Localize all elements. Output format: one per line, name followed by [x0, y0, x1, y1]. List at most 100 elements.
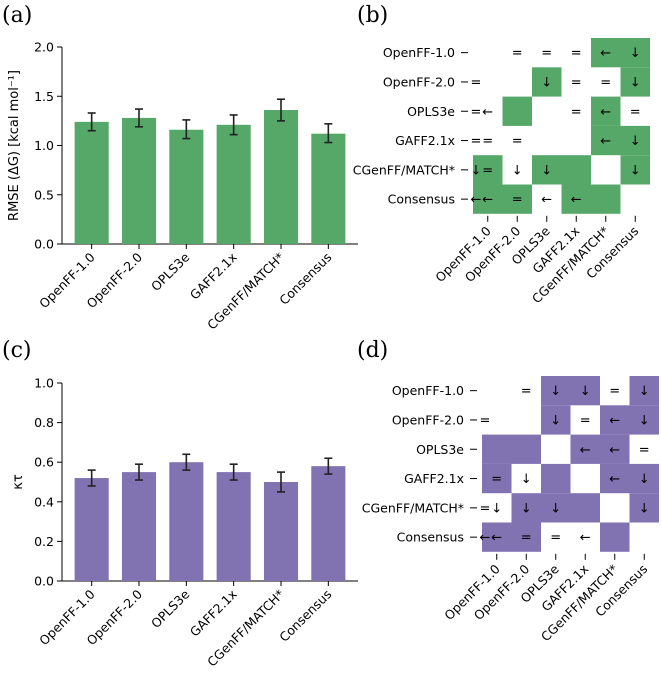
matrix-cell-symbol: ←: [480, 531, 491, 546]
matrix-cell-symbol: =: [512, 134, 523, 149]
row-label: OPLS3e: [416, 442, 464, 457]
panel-a: (a) 0.0 0.5 1.0 1.5 2.0 RMSE (ΔG) [kcal mol⁻¹]…: [2, 3, 358, 332]
matrix-cell-symbol: =: [471, 75, 482, 90]
matrix-cell-symbol: =: [639, 443, 650, 458]
bar: [263, 110, 299, 244]
bar: [311, 133, 346, 244]
matrix-cell-symbol: ↓: [639, 384, 650, 399]
y-tick-label: 0.5: [34, 187, 54, 202]
y-tick-label: 0.0: [34, 574, 54, 589]
matrix-cell-shaded: [591, 184, 621, 214]
matrix-cell-shaded: [629, 405, 659, 435]
matrix-cell-symbol: =: [541, 46, 552, 61]
matrix-cell-shaded: [600, 434, 630, 464]
x-tick-label: OPLS3e: [148, 249, 193, 294]
matrix-cell-symbol: ←: [491, 531, 502, 546]
y-tick-label: 1.0: [34, 138, 54, 153]
row-label: Consensus: [397, 530, 464, 545]
matrix-cell-shaded: [591, 38, 621, 68]
bar: [74, 121, 109, 244]
matrix-cell-shaded: [532, 67, 562, 97]
matrix-cell-shaded: [511, 434, 541, 464]
matrix-cell-symbol: =: [550, 531, 561, 546]
matrix-cell-symbol: =: [482, 163, 493, 178]
matrix-cell-shaded: [482, 463, 512, 494]
matrix-cell-shaded: [532, 155, 562, 185]
matrix-cell-symbol: ←: [482, 193, 493, 208]
matrix-cell-symbol: ↓: [580, 384, 591, 399]
matrix-cell-symbol: ←: [482, 105, 493, 120]
matrix-cell-symbol: =: [521, 384, 532, 399]
matrix-cell-shaded: [541, 493, 571, 523]
matrix-cell-shaded: [482, 522, 512, 552]
matrix-cell-shaded: [502, 96, 532, 126]
matrix-cell-symbol: ←: [600, 46, 611, 61]
matrix-cell-shaded: [541, 405, 571, 435]
matrix-cell-symbol: =: [482, 134, 493, 149]
matrix-cell-symbol: ↓: [512, 163, 523, 178]
matrix-cell-symbol: ←: [541, 193, 552, 208]
matrix-cell-symbol: =: [609, 384, 620, 399]
matrix-cell-symbol: ↓: [639, 501, 650, 516]
matrix-cell-shaded: [561, 184, 591, 214]
matrix-cell-symbol: ↓: [630, 75, 641, 90]
bar: [121, 472, 157, 581]
matrix-cell-symbol: ↓: [550, 501, 561, 516]
matrix-cell-symbol: ↓: [639, 472, 650, 487]
y-axis-label: RMSE (ΔG) [kcal mol⁻¹]: [7, 70, 22, 221]
bar: [74, 478, 109, 581]
matrix-cell-shaded: [600, 405, 630, 435]
matrix-cell-symbol: ↓: [550, 384, 561, 399]
matrix-cell-shaded: [600, 463, 630, 494]
matrix-cell-shaded: [591, 125, 621, 156]
matrix-cell-shaded: [541, 376, 571, 406]
matrix-cell-symbol: =: [471, 134, 482, 149]
y-tick-label: 0.6: [34, 455, 54, 470]
matrix-cell-shaded: [620, 155, 650, 185]
panel-label: (c): [2, 338, 32, 363]
matrix-cell-symbol: ←: [580, 443, 591, 458]
matrix-cell-shaded: [629, 376, 659, 406]
matrix-cell-symbol: =: [471, 105, 482, 120]
matrix-cell-symbol: =: [571, 75, 582, 90]
matrix-cell-symbol: ←: [600, 134, 611, 149]
matrix-cell-symbol: ↓: [630, 134, 641, 149]
row-label: CGenFF/MATCH*: [362, 500, 464, 515]
bar: [216, 124, 251, 244]
row-label: OpenFF-1.0: [383, 45, 455, 60]
matrix-cell-shaded: [473, 184, 503, 214]
matrix-cell-symbol: ↓: [491, 501, 502, 516]
row-label: GAFF2.1x: [395, 133, 455, 148]
y-tick-label: 2.0: [34, 40, 54, 55]
matrix-cell-symbol: ←: [609, 413, 620, 428]
matrix-cell-symbol: ←: [609, 472, 620, 487]
matrix-cell-shaded: [570, 434, 600, 464]
matrix-cell-symbol: ↓: [550, 413, 561, 428]
matrix-cell-symbol: ↓: [630, 46, 641, 61]
bar: [311, 466, 346, 581]
matrix-cell-symbol: =: [600, 75, 611, 90]
panel-b: (b) OpenFF-1.0 OpenFF-2.0 OPLS3e GAFF2.1x CGe…: [353, 3, 650, 306]
matrix-cell-symbol: =: [580, 413, 591, 428]
row-label: OpenFF-1.0: [392, 383, 464, 398]
row-label: GAFF2.1x: [404, 471, 464, 486]
matrix-cell-shaded: [629, 493, 659, 523]
matrix-cell-symbol: ←: [580, 531, 591, 546]
matrix-cell-symbol: ←: [571, 193, 582, 208]
panel-c: (c)0.00.20.40.60.81.0κτOpenFF-1.0OpenFF-…: [2, 338, 358, 669]
matrix-cell-shaded: [482, 434, 512, 464]
bar: [121, 117, 157, 244]
y-tick-label: 0.8: [34, 415, 54, 430]
panel-label: (d): [357, 338, 388, 363]
bar: [169, 462, 204, 581]
panel-d: (d) OpenFF-1.0 OpenFF-2.0 OPLS3e GAFF2.1x CGe…: [357, 338, 659, 644]
matrix-cell-symbol: =: [512, 46, 523, 61]
matrix-cell-shaded: [511, 522, 541, 552]
row-label: OpenFF-2.0: [392, 412, 464, 427]
matrix-cell-symbol: ↓: [541, 75, 552, 90]
matrix-cell-symbol: ↓: [521, 501, 532, 516]
bar: [263, 482, 299, 581]
matrix-cell-symbol: ←: [600, 105, 611, 120]
y-tick-label: 0.2: [34, 534, 54, 549]
matrix-cell-symbol: =: [512, 193, 523, 208]
